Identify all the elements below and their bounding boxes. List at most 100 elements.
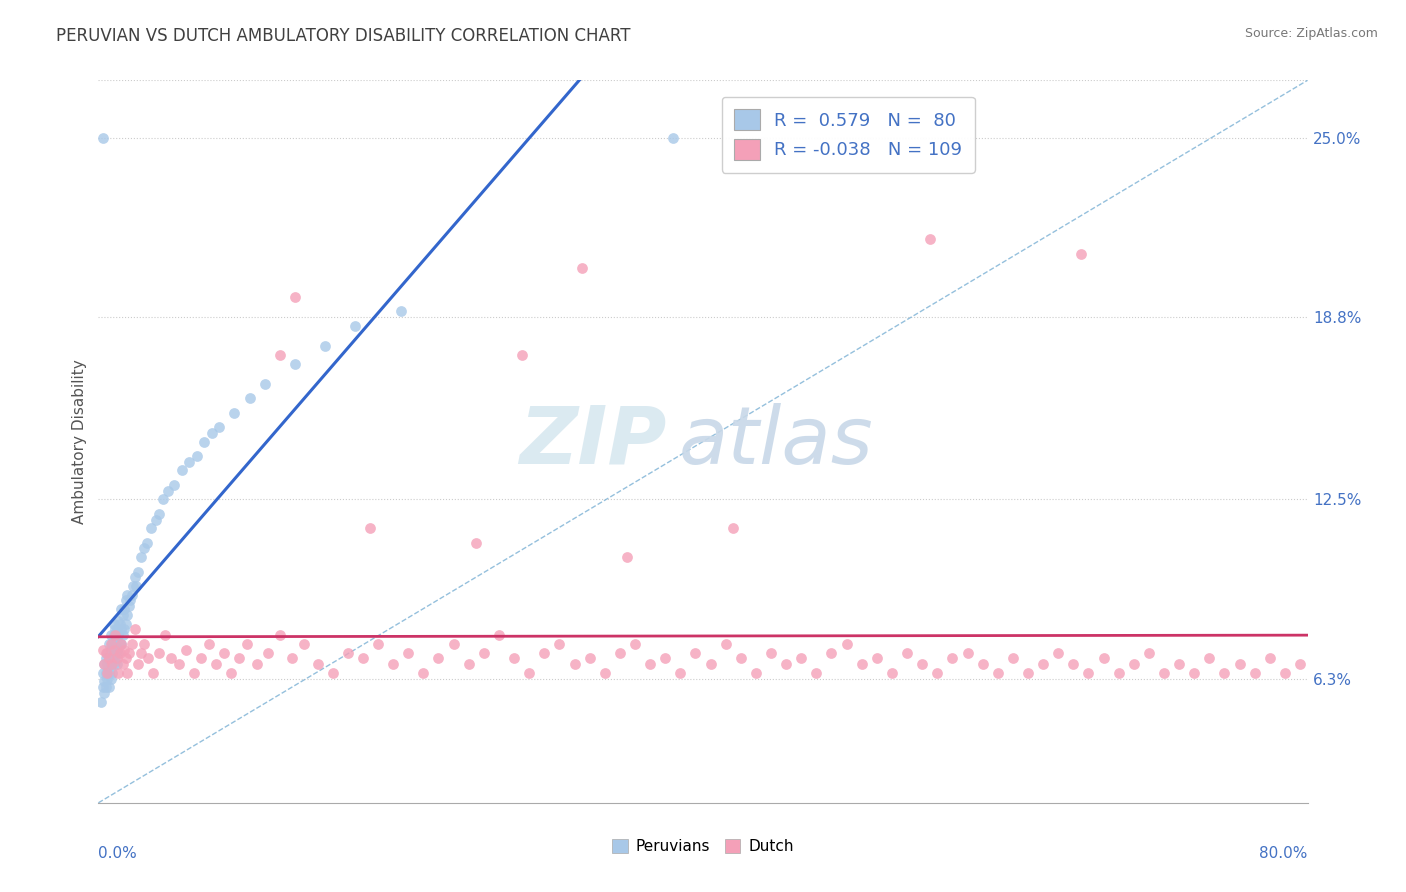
Point bbox=[987, 665, 1010, 680]
Point bbox=[256, 646, 278, 660]
Point bbox=[112, 602, 135, 616]
Point bbox=[1032, 657, 1054, 671]
Point bbox=[110, 623, 132, 637]
Point bbox=[1108, 665, 1130, 680]
Point bbox=[609, 646, 631, 660]
Point bbox=[94, 646, 117, 660]
Point bbox=[759, 646, 782, 660]
Point bbox=[101, 637, 124, 651]
Text: ZIP: ZIP bbox=[519, 402, 666, 481]
Point bbox=[105, 642, 128, 657]
Point bbox=[93, 686, 115, 700]
Point bbox=[125, 579, 148, 593]
Point bbox=[136, 651, 159, 665]
Point bbox=[145, 512, 167, 526]
Point bbox=[98, 651, 121, 665]
Point bbox=[115, 607, 138, 622]
Point bbox=[654, 651, 676, 665]
Point bbox=[115, 665, 138, 680]
Point bbox=[685, 646, 707, 660]
Point bbox=[96, 672, 118, 686]
Point bbox=[91, 642, 114, 657]
Point bbox=[1001, 651, 1024, 665]
Point bbox=[96, 646, 118, 660]
Point bbox=[153, 628, 176, 642]
Point bbox=[730, 651, 752, 665]
Point bbox=[122, 579, 145, 593]
Point bbox=[167, 657, 190, 671]
Point bbox=[212, 646, 235, 660]
Point bbox=[103, 628, 125, 642]
Point bbox=[103, 646, 125, 660]
Point bbox=[111, 628, 134, 642]
Point bbox=[1168, 657, 1191, 671]
Point bbox=[100, 628, 122, 642]
Point bbox=[186, 449, 208, 463]
Point bbox=[616, 550, 638, 565]
Text: atlas: atlas bbox=[679, 402, 873, 481]
Point bbox=[108, 616, 131, 631]
Point bbox=[918, 232, 941, 246]
Point bbox=[201, 425, 224, 440]
Point bbox=[571, 261, 593, 276]
Point bbox=[142, 665, 165, 680]
Point bbox=[115, 588, 138, 602]
Point bbox=[114, 616, 136, 631]
Legend: R =  0.579   N =  80, R = -0.038   N = 109: R = 0.579 N = 80, R = -0.038 N = 109 bbox=[721, 96, 974, 172]
Point bbox=[322, 665, 344, 680]
Point bbox=[100, 672, 122, 686]
Point bbox=[911, 657, 934, 671]
Point bbox=[269, 628, 291, 642]
Point bbox=[107, 628, 129, 642]
Point bbox=[314, 339, 336, 353]
Point bbox=[1213, 665, 1236, 680]
Point bbox=[352, 651, 374, 665]
Point bbox=[101, 665, 124, 680]
Point bbox=[105, 657, 128, 671]
Point bbox=[723, 521, 745, 535]
Point bbox=[228, 651, 250, 665]
Point bbox=[90, 695, 112, 709]
Point bbox=[107, 646, 129, 660]
Point bbox=[91, 680, 114, 694]
Point bbox=[124, 570, 146, 584]
Point bbox=[103, 616, 125, 631]
Point bbox=[141, 521, 163, 535]
Point bbox=[111, 607, 134, 622]
Point bbox=[1258, 651, 1281, 665]
Point bbox=[880, 665, 903, 680]
Point bbox=[93, 657, 115, 671]
Point bbox=[1243, 665, 1265, 680]
Point bbox=[284, 290, 307, 304]
Point bbox=[148, 507, 170, 521]
Point bbox=[427, 651, 450, 665]
Point bbox=[104, 623, 127, 637]
Point bbox=[1229, 657, 1251, 671]
Point bbox=[344, 318, 367, 333]
Point bbox=[382, 657, 405, 671]
Point bbox=[114, 651, 136, 665]
Point bbox=[235, 637, 257, 651]
Point bbox=[93, 674, 115, 689]
Point bbox=[94, 680, 117, 694]
Point bbox=[1070, 246, 1092, 260]
Point bbox=[533, 646, 555, 660]
Point bbox=[360, 521, 382, 535]
Point bbox=[208, 420, 231, 434]
Point bbox=[148, 646, 170, 660]
Point bbox=[96, 657, 118, 671]
Point bbox=[564, 657, 586, 671]
Point bbox=[1122, 657, 1144, 671]
Point bbox=[1047, 646, 1070, 660]
Point bbox=[104, 651, 127, 665]
Point bbox=[941, 651, 963, 665]
Point bbox=[1017, 665, 1039, 680]
Point bbox=[118, 599, 141, 614]
Point bbox=[104, 637, 127, 651]
Point bbox=[503, 651, 526, 665]
Point bbox=[593, 665, 616, 680]
Point bbox=[472, 646, 495, 660]
Point bbox=[111, 657, 134, 671]
Point bbox=[1092, 651, 1115, 665]
Point bbox=[127, 657, 149, 671]
